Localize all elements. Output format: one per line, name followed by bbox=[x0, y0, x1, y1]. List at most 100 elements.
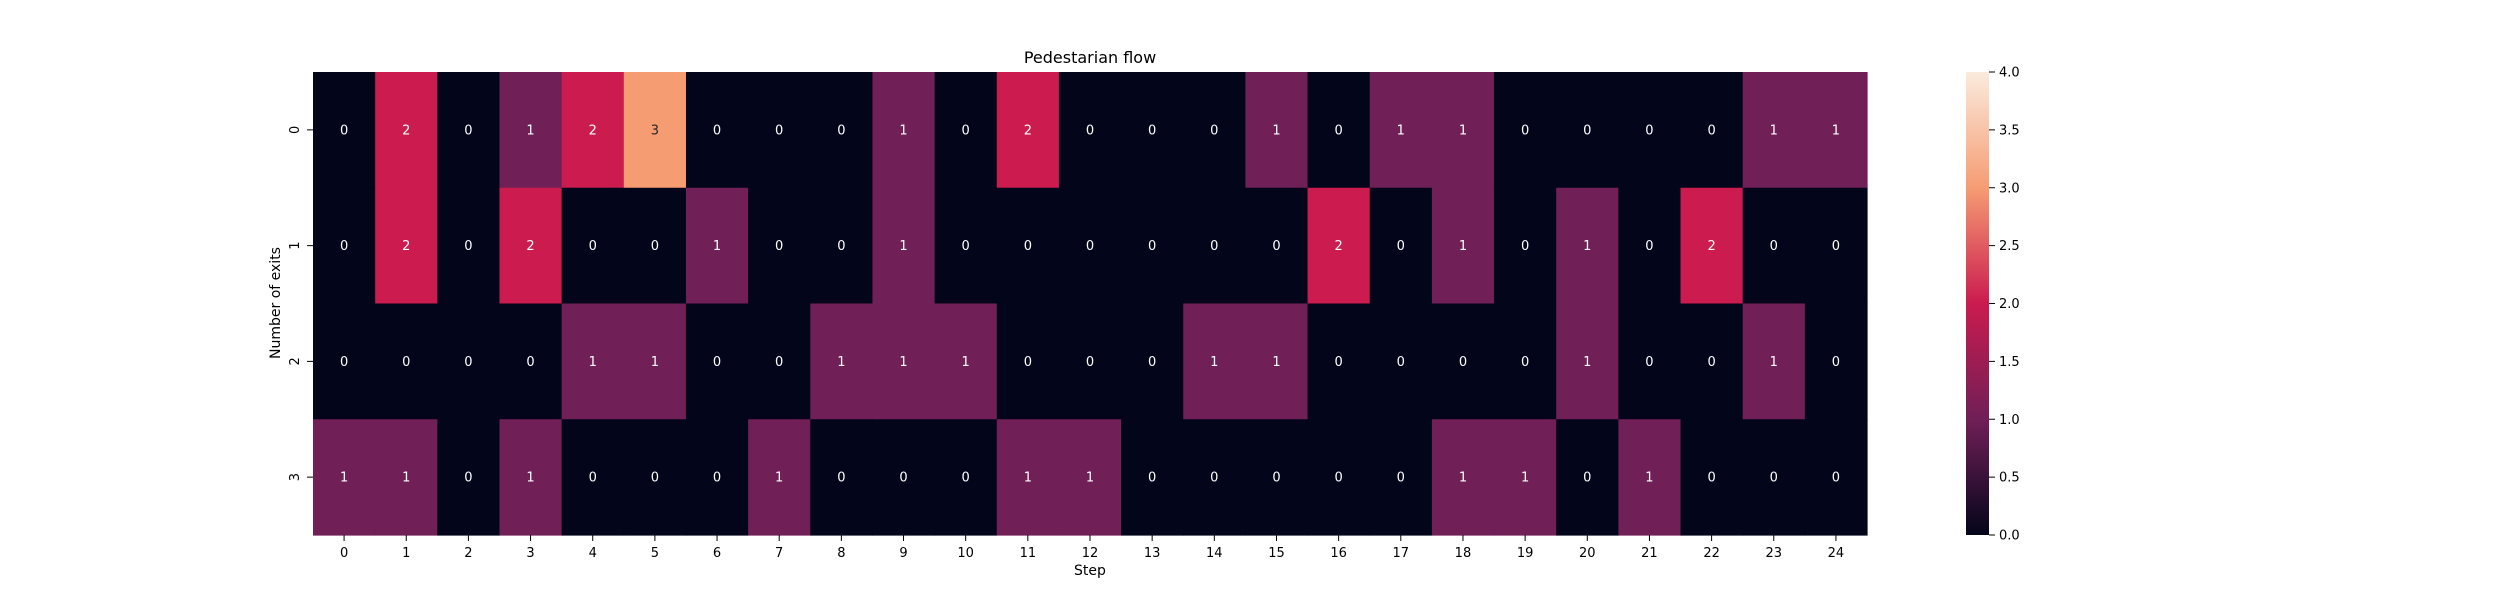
cell-value-label: 0 bbox=[1832, 471, 1840, 486]
heatmap-cell bbox=[1556, 72, 1619, 189]
heatmap-cell bbox=[1431, 187, 1495, 305]
colorbar-tick-label: 0.0 bbox=[1999, 529, 2020, 544]
heatmap-cell bbox=[1369, 303, 1433, 420]
heatmap-cell bbox=[1369, 187, 1433, 305]
x-axis-label: Step bbox=[1074, 563, 1106, 579]
heatmap-cell bbox=[1742, 303, 1806, 420]
heatmap-cell bbox=[685, 303, 749, 420]
cell-value-label: 0 bbox=[1521, 123, 1529, 138]
cell-value-label: 1 bbox=[651, 355, 659, 370]
cell-value-label: 2 bbox=[1024, 123, 1032, 138]
heatmap-cell bbox=[996, 187, 1060, 305]
x-tick-label: 10 bbox=[957, 546, 974, 561]
heatmap-cell bbox=[748, 419, 811, 536]
cell-value-label: 0 bbox=[651, 471, 659, 486]
cell-value-label: 1 bbox=[1645, 471, 1653, 486]
cell-value-label: 1 bbox=[1521, 471, 1529, 486]
y-axis-ticks: 0 1 2 3 bbox=[288, 126, 313, 481]
cell-value-label: 0 bbox=[1210, 239, 1218, 254]
cell-value-label: 0 bbox=[1148, 471, 1156, 486]
cell-value-label: 0 bbox=[1024, 239, 1032, 254]
heatmap-cell bbox=[313, 72, 376, 189]
cell-value-label: 0 bbox=[1645, 239, 1653, 254]
cell-value-label: 1 bbox=[1397, 123, 1405, 138]
x-tick-label: 21 bbox=[1641, 546, 1658, 561]
cell-value-label: 0 bbox=[589, 239, 597, 254]
cell-value-label: 0 bbox=[1397, 471, 1405, 486]
heatmap-cell bbox=[1245, 419, 1309, 536]
heatmap-cell bbox=[437, 303, 501, 420]
heatmap-cell bbox=[1804, 72, 1868, 189]
cell-value-label: 0 bbox=[1334, 123, 1342, 138]
heatmap-cell bbox=[375, 419, 438, 536]
heatmap-cell bbox=[1058, 419, 1122, 536]
cell-value-label: 0 bbox=[651, 239, 659, 254]
heatmap-cell bbox=[872, 72, 936, 189]
y-tick-label: 1 bbox=[288, 241, 303, 249]
heatmap-cell bbox=[1121, 419, 1184, 536]
cell-value-label: 1 bbox=[1459, 471, 1467, 486]
heatmap-cell bbox=[1307, 303, 1371, 420]
x-tick-label: 11 bbox=[1020, 546, 1037, 561]
heatmap-cell bbox=[1183, 72, 1246, 189]
cell-value-label: 0 bbox=[713, 355, 721, 370]
cell-value-label: 0 bbox=[1334, 471, 1342, 486]
x-tick-label: 17 bbox=[1393, 546, 1410, 561]
cell-value-label: 0 bbox=[1024, 355, 1032, 370]
heatmap-cell bbox=[1369, 72, 1433, 189]
heatmap-cell bbox=[685, 72, 749, 189]
heatmap-cell bbox=[499, 187, 563, 305]
heatmap-cell bbox=[313, 419, 376, 536]
cell-value-label: 0 bbox=[1459, 355, 1467, 370]
cell-value-label: 0 bbox=[837, 471, 845, 486]
cell-value-label: 0 bbox=[1707, 123, 1715, 138]
cell-value-label: 0 bbox=[1148, 355, 1156, 370]
heatmap-cell bbox=[1183, 303, 1246, 420]
cell-value-label: 0 bbox=[464, 471, 472, 486]
cell-value-label: 3 bbox=[651, 123, 659, 138]
heatmap-cell bbox=[934, 187, 998, 305]
cell-value-label: 0 bbox=[589, 471, 597, 486]
heatmap-cell bbox=[1742, 72, 1806, 189]
x-tick-label: 9 bbox=[899, 546, 907, 561]
x-tick-label: 4 bbox=[589, 546, 597, 561]
heatmap-cell bbox=[313, 187, 376, 305]
heatmap-cell bbox=[996, 72, 1060, 189]
heatmap-cell bbox=[810, 72, 874, 189]
cell-value-label: 1 bbox=[526, 123, 534, 138]
cell-value-label: 0 bbox=[1583, 123, 1591, 138]
heatmap-cell bbox=[1494, 72, 1557, 189]
cell-value-label: 0 bbox=[837, 239, 845, 254]
cell-value-label: 0 bbox=[1770, 239, 1778, 254]
heatmap-cells bbox=[313, 72, 1868, 536]
cell-value-label: 0 bbox=[1521, 239, 1529, 254]
cell-value-label: 0 bbox=[1148, 123, 1156, 138]
cell-value-label: 0 bbox=[340, 355, 348, 370]
cell-value-label: 0 bbox=[1832, 355, 1840, 370]
cell-value-label: 0 bbox=[775, 123, 783, 138]
heatmap-cell bbox=[561, 303, 625, 420]
heatmap-cell bbox=[1742, 187, 1806, 305]
heatmap-cell bbox=[1121, 303, 1184, 420]
cell-value-label: 2 bbox=[1707, 239, 1715, 254]
cell-value-label: 0 bbox=[1334, 355, 1342, 370]
colorbar-tick-label: 2.0 bbox=[1999, 297, 2020, 312]
heatmap-cell bbox=[1431, 303, 1495, 420]
cell-value-label: 1 bbox=[1459, 123, 1467, 138]
heatmap-cell bbox=[437, 419, 501, 536]
cell-value-label: 0 bbox=[1770, 471, 1778, 486]
cell-value-label: 0 bbox=[1148, 239, 1156, 254]
heatmap-cell bbox=[1058, 72, 1122, 189]
heatmap-cell bbox=[1742, 419, 1806, 536]
heatmap-cell bbox=[1307, 187, 1371, 305]
cell-value-label: 0 bbox=[1583, 471, 1591, 486]
cell-value-label: 1 bbox=[1459, 239, 1467, 254]
y-tick-label: 3 bbox=[288, 473, 303, 481]
colorbar-tick-label: 0.5 bbox=[1999, 471, 2020, 486]
x-tick-label: 3 bbox=[526, 546, 534, 561]
heatmap-cell bbox=[810, 187, 874, 305]
cell-value-label: 0 bbox=[1272, 239, 1280, 254]
cell-value-label: 0 bbox=[1210, 471, 1218, 486]
heatmap-cell bbox=[623, 419, 687, 536]
heatmap-cell bbox=[1245, 303, 1309, 420]
